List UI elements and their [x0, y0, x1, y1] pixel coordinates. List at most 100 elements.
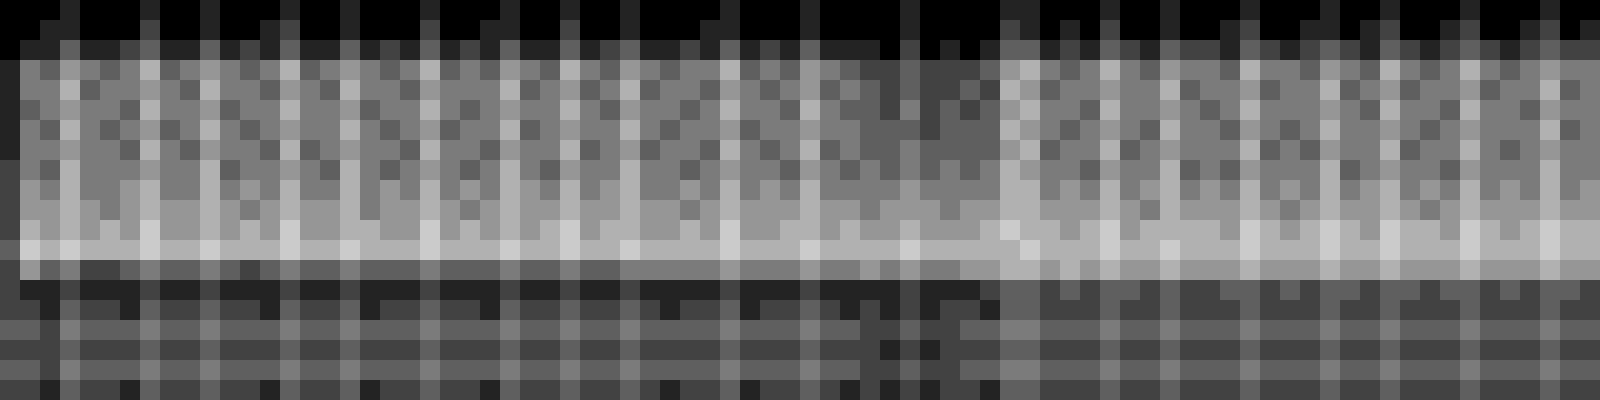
cell: [520, 340, 541, 361]
cell: [1560, 260, 1581, 281]
cell: [920, 260, 941, 281]
cell: [1460, 40, 1481, 61]
cell: [740, 200, 761, 221]
cell: [1220, 80, 1241, 101]
cell: [920, 0, 941, 21]
cell: [580, 160, 601, 181]
cell: [1100, 140, 1121, 161]
cell: [1080, 120, 1101, 141]
cell: [840, 60, 861, 81]
cell: [880, 100, 901, 121]
cell: [940, 240, 961, 261]
cell: [180, 300, 201, 321]
cell: [1400, 260, 1421, 281]
cell: [1300, 20, 1321, 41]
cell: [1480, 60, 1501, 81]
cell: [560, 0, 581, 21]
cell: [1060, 60, 1081, 81]
cell: [1440, 140, 1461, 161]
cell: [380, 60, 401, 81]
cell: [1380, 140, 1401, 161]
cell: [60, 260, 81, 281]
cell: [1020, 160, 1041, 181]
cell: [80, 40, 101, 61]
cell: [940, 300, 961, 321]
cell: [1380, 260, 1401, 281]
cell: [400, 100, 421, 121]
cell: [1380, 180, 1401, 201]
cell: [280, 80, 301, 101]
cell: [820, 80, 841, 101]
cell: [680, 300, 701, 321]
cell: [840, 40, 861, 61]
cell: [920, 320, 941, 341]
cell: [260, 40, 281, 61]
cell: [420, 100, 441, 121]
cell: [900, 20, 921, 41]
cell: [320, 260, 341, 281]
cell: [1000, 280, 1021, 301]
cell: [1100, 300, 1121, 321]
cell: [1060, 320, 1081, 341]
cell: [1160, 120, 1181, 141]
cell: [1340, 100, 1361, 121]
cell: [560, 320, 581, 341]
cell: [940, 80, 961, 101]
cell: [340, 300, 361, 321]
cell: [200, 100, 221, 121]
cell: [560, 220, 581, 241]
cell: [820, 0, 841, 21]
cell: [260, 160, 281, 181]
cell: [1560, 140, 1581, 161]
cell: [1240, 0, 1261, 21]
cell: [540, 300, 561, 321]
cell: [620, 320, 641, 341]
cell: [1200, 20, 1221, 41]
cell: [1340, 360, 1361, 381]
cell: [1240, 200, 1261, 221]
cell: [660, 240, 681, 261]
cell: [800, 260, 821, 281]
cell: [1480, 180, 1501, 201]
cell: [100, 120, 121, 141]
cell: [1020, 280, 1041, 301]
cell: [620, 300, 641, 321]
cell: [960, 260, 981, 281]
cell: [860, 0, 881, 21]
cell: [700, 0, 721, 21]
cell: [520, 20, 541, 41]
cell: [1000, 320, 1021, 341]
cell: [900, 340, 921, 361]
cell: [1420, 20, 1441, 41]
cell: [880, 160, 901, 181]
cell: [1520, 220, 1541, 241]
cell: [140, 260, 161, 281]
cell: [1080, 360, 1101, 381]
cell: [880, 80, 901, 101]
cell: [1500, 80, 1521, 101]
cell: [860, 140, 881, 161]
cell: [1400, 240, 1421, 261]
cell: [780, 80, 801, 101]
cell: [960, 140, 981, 161]
cell: [1360, 80, 1381, 101]
cell: [240, 120, 261, 141]
cell: [900, 320, 921, 341]
cell: [780, 160, 801, 181]
cell: [780, 320, 801, 341]
cell: [680, 280, 701, 301]
cell: [580, 320, 601, 341]
cell: [1100, 40, 1121, 61]
cell: [820, 200, 841, 221]
cell: [600, 380, 621, 400]
cell: [1520, 40, 1541, 61]
cell: [980, 280, 1001, 301]
cell: [920, 220, 941, 241]
cell: [520, 120, 541, 141]
cell: [1260, 140, 1281, 161]
cell: [640, 20, 661, 41]
cell: [0, 80, 21, 101]
cell: [360, 260, 381, 281]
cell: [420, 160, 441, 181]
cell: [400, 320, 421, 341]
